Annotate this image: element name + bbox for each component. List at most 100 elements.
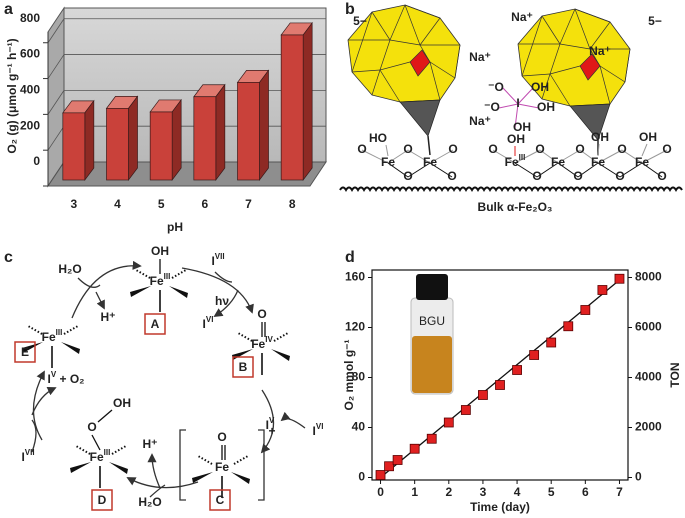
bond (502, 87, 519, 105)
iron-base: Fe (251, 337, 265, 351)
reagent: IVI (313, 422, 324, 438)
iron: Fe (635, 155, 649, 169)
plot-frame (371, 269, 629, 481)
species-box (232, 356, 254, 378)
cluster-edge (599, 65, 626, 83)
hashed-bond (273, 332, 289, 342)
y-tick-label: 200 (20, 118, 40, 132)
cluster-edge (454, 44, 461, 79)
iodine: I (516, 96, 519, 110)
x-tick-label: 6 (201, 197, 208, 211)
iron-base: Fe (90, 450, 104, 464)
reagent-base: I (203, 317, 206, 331)
bar-side (171, 98, 182, 182)
y-tick-label: 160 (345, 270, 365, 284)
oxygen: O (448, 142, 457, 156)
grid-line-side (47, 125, 65, 151)
reagent: IVII (211, 252, 224, 268)
counterion: Na⁺ (589, 44, 611, 58)
reagent: H₂O (58, 262, 81, 276)
wedge-bond (130, 286, 151, 297)
iron-sup: III (164, 272, 171, 281)
x-tick-label: 1 (411, 485, 418, 499)
cluster-edge (429, 61, 456, 79)
cluster-edge (404, 4, 441, 19)
periodate-ligand: ⁻O (488, 80, 504, 94)
x-tick-label: 5 (548, 485, 555, 499)
cluster-edge (541, 73, 551, 100)
x-tick-label: 8 (289, 197, 296, 211)
bar (149, 111, 173, 181)
species-box (209, 489, 231, 511)
bond (91, 434, 101, 451)
y-tick-label: 600 (20, 47, 40, 61)
bond (387, 162, 409, 178)
hashed-bond (135, 269, 151, 279)
panel-label: a (4, 1, 13, 18)
grid-line-side (47, 90, 65, 115)
iron: FeIV (251, 335, 273, 351)
reagent-sup: V (51, 370, 57, 379)
bond (514, 149, 541, 164)
iron: FeIII (505, 153, 526, 169)
y2-axis-label: TON (668, 362, 682, 387)
panel-label: c (4, 249, 13, 266)
x-tick-label: 2 (445, 485, 452, 499)
hydroxyl: OH (639, 130, 657, 144)
counterion: Na⁺ (511, 10, 533, 24)
species-box (14, 341, 36, 363)
periodate-ligand: ⁻O (484, 100, 500, 114)
species-label: C (216, 493, 225, 507)
data-point (460, 405, 471, 415)
bond (514, 103, 519, 129)
x-tick-label: 6 (582, 485, 589, 499)
wedge-bond (22, 342, 43, 353)
oxygen: O (615, 169, 624, 183)
reagent-sup: VII (25, 448, 35, 457)
oxygen: O (617, 142, 626, 156)
cluster-edge (541, 15, 561, 45)
bond (361, 149, 389, 164)
bar (193, 96, 217, 181)
hashed-bond (111, 445, 127, 455)
bar-side (215, 83, 226, 182)
polyoxometalate (517, 8, 631, 141)
bond (597, 143, 600, 157)
data-point (597, 285, 608, 295)
bond (427, 135, 431, 156)
iron: Fe (591, 155, 605, 169)
y2-tick-label: 4000 (635, 370, 662, 384)
cluster-edge (549, 73, 571, 107)
reagent: H⁺ (101, 310, 116, 324)
reagent-base: H₂O (58, 262, 81, 276)
reagent: IVI (203, 315, 214, 331)
y-axis-label: O₂ (g) (μmol g⁻¹ h⁻¹) (5, 38, 19, 153)
ligand: OH (151, 244, 169, 258)
reagent-base: I (266, 418, 269, 432)
bar-side (259, 69, 269, 182)
bond (577, 162, 599, 178)
bond (557, 149, 581, 164)
bar (106, 108, 129, 181)
oxygen: O (447, 169, 456, 183)
x-axis-label: Time (day) (470, 500, 530, 514)
bond (641, 162, 663, 178)
iron-base: Fe (215, 460, 229, 474)
grid-line-side (47, 54, 65, 79)
wedge-bond (271, 349, 290, 361)
x-tick-label: 0 (377, 485, 384, 499)
bond (407, 149, 431, 164)
bond (97, 409, 113, 423)
reagent-base: H₂O (138, 495, 161, 509)
cluster-edge (589, 21, 611, 50)
bar-side (84, 99, 95, 182)
side-wall (47, 6, 65, 188)
hashed-bond (75, 445, 91, 455)
reagent-sup: VII (215, 252, 225, 261)
hashed-bond (237, 332, 253, 342)
data-point (529, 350, 540, 360)
data-point (426, 433, 437, 444)
iron: FeIII (90, 448, 111, 464)
data-point (563, 321, 574, 332)
cluster-edge (429, 61, 441, 101)
